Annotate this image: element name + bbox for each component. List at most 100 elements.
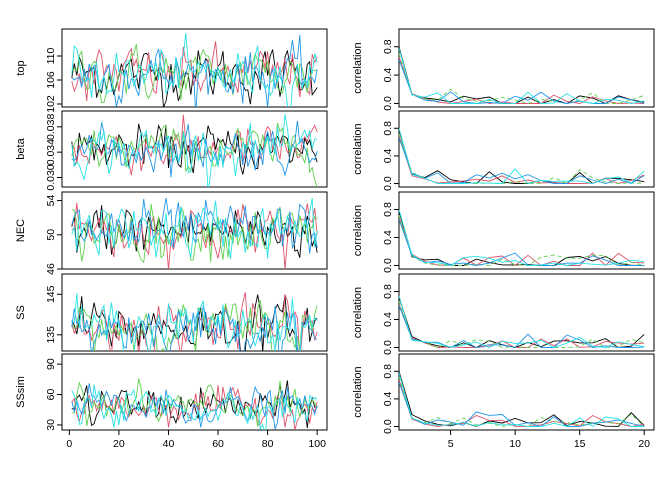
acf-series-top-chain-5 (399, 47, 645, 104)
acf-series-top-chain-1 (399, 46, 645, 105)
trace-panel-SSsim: 30 60 90 SSsim 0 20 40 60 80 100 (15, 353, 328, 450)
trace-xtick-label: 80 (262, 438, 274, 450)
acf-series-top-chain-3 (399, 53, 645, 104)
acf-series-SSsim-chain-5 (399, 372, 645, 428)
trace-series-beta-chain-5 (71, 113, 318, 187)
acf-ytick-label-SS: 0.8 (382, 284, 394, 299)
acf-series-NEC-chain-5 (399, 209, 645, 266)
acf-series-SS-chain-5 (399, 295, 645, 348)
acf-panel-SS: 0.0 0.4 0.8 correlation (352, 273, 655, 355)
trace-ytick-label-NEC: 46 (45, 263, 57, 275)
acf-series-SSsim-chain-4 (399, 382, 645, 427)
acf-ytick-label-NEC: 0.4 (382, 230, 394, 245)
trace-ytick-label-NEC: 50 (45, 229, 57, 241)
trace-ytick-label-beta: 0.030 (45, 164, 57, 190)
acf-frame-SSsim (398, 353, 655, 431)
trace-ylabel-beta: beta (15, 137, 27, 159)
acf-panel-SSsim: 0.0 0.4 0.8 correlation 5 10 15 20 (352, 353, 655, 450)
acf-ytick-label-SSsim: 0.0 (382, 419, 394, 434)
trace-series-NEC-chain-2 (71, 202, 318, 269)
trace-series-top-chain-4 (71, 34, 318, 107)
trace-xtick-label: 20 (113, 438, 125, 450)
acf-xtick-label: 20 (638, 438, 650, 450)
trace-frame-SS (61, 273, 328, 352)
acf-ytick-label-beta: 0.0 (382, 176, 394, 191)
acf-panel-beta: 0.0 0.4 0.8 correlation (352, 110, 655, 191)
trace-ytick-label-SSsim: 30 (45, 419, 57, 431)
acf-series-SSsim-chain-1 (399, 371, 645, 427)
trace-ylabel-SS: SS (15, 305, 27, 320)
trace-ytick-label-top: 102 (45, 95, 57, 113)
acf-xtick-label: 15 (574, 438, 586, 450)
acf-panel-top: 0.0 0.4 0.8 correlation (352, 28, 655, 111)
trace-ytick-label-SS: 135 (45, 326, 57, 344)
trace-ylabel-SSsim: SSsim (15, 376, 27, 408)
trace-series-SSsim-chain-5 (71, 384, 318, 430)
acf-series-NEC-chain-4 (399, 219, 645, 266)
acf-ylabel-top: correlation (352, 42, 364, 93)
trace-series-SS-chain-5 (71, 293, 318, 351)
acf-series-NEC-chain-3 (399, 214, 645, 266)
acf-ylabel-SS: correlation (352, 287, 364, 338)
acf-ylabel-NEC: correlation (352, 205, 364, 256)
trace-ylabel-NEC: NEC (15, 219, 27, 242)
trace-xtick-label: 40 (163, 438, 175, 450)
acf-frame-SS (398, 273, 655, 352)
acf-ytick-label-top: 0.0 (382, 96, 394, 111)
acf-ytick-label-SS: 0.0 (382, 340, 394, 355)
trace-series-beta-chain-4 (71, 120, 318, 178)
trace-frame-SSsim (61, 353, 328, 431)
trace-ytick-label-top: 110 (45, 47, 57, 64)
trace-panel-SS: 135 145 SS (15, 273, 328, 352)
acf-frame-NEC (398, 191, 655, 270)
trace-frame-NEC (61, 191, 328, 270)
trace-panel-NEC: 46 50 54 NEC (15, 191, 328, 275)
acf-panel-NEC: 0.0 0.4 0.8 correlation (352, 191, 655, 273)
trace-ytick-label-NEC: 54 (45, 195, 57, 207)
acf-ytick-label-beta: 0.8 (382, 121, 394, 136)
trace-xtick-label: 60 (212, 438, 224, 450)
trace-panel-top: 102 106 110 top (15, 28, 328, 113)
acf-ytick-label-SS: 0.4 (382, 312, 394, 327)
acf-ytick-label-beta: 0.4 (382, 148, 394, 163)
acf-ylabel-beta: correlation (352, 123, 364, 174)
acf-series-SS-chain-1 (399, 296, 645, 348)
trace-ytick-label-SS: 145 (45, 285, 57, 303)
acf-series-beta-chain-5 (399, 128, 645, 185)
trace-ytick-label-beta: 0.038 (45, 114, 57, 140)
acf-ytick-label-top: 0.8 (382, 39, 394, 54)
acf-ytick-label-SSsim: 0.8 (382, 364, 394, 379)
trace-ytick-label-beta: 0.034 (45, 139, 57, 165)
acf-series-SS-chain-4 (399, 305, 645, 348)
trace-series-SS-chain-3 (71, 300, 318, 351)
trace-xtick-label: 100 (308, 438, 326, 450)
trace-series-SSsim-chain-1 (71, 380, 318, 429)
trace-series-NEC-chain-5 (71, 197, 318, 259)
acf-ytick-label-NEC: 0.0 (382, 258, 394, 273)
trace-series-SSsim-chain-3 (71, 378, 318, 427)
trace-ytick-label-SSsim: 60 (45, 389, 57, 401)
acf-ytick-label-SSsim: 0.4 (382, 391, 394, 406)
acf-series-SSsim-chain-3 (399, 376, 645, 427)
trace-frame-beta (61, 110, 328, 188)
trace-ytick-label-top: 106 (45, 71, 57, 89)
acf-ytick-label-top: 0.4 (382, 68, 394, 83)
acf-series-top-chain-2 (399, 56, 645, 104)
trace-series-NEC-chain-1 (71, 205, 318, 258)
trace-series-SSsim-chain-4 (71, 383, 318, 430)
trace-ylabel-top: top (15, 60, 27, 75)
acf-series-top-chain-4 (399, 59, 645, 104)
acf-ylabel-SSsim: correlation (352, 366, 364, 417)
trace-series-SS-chain-4 (71, 304, 318, 351)
trace-xtick-label: 0 (66, 438, 72, 450)
acf-frame-top (398, 28, 655, 108)
acf-series-SSsim-chain-2 (399, 379, 645, 427)
acf-series-NEC-chain-2 (399, 216, 645, 267)
acf-xtick-label: 5 (448, 438, 454, 450)
acf-frame-beta (398, 110, 655, 188)
trace-frame-top (61, 28, 328, 108)
trace-ytick-label-SSsim: 90 (45, 358, 57, 370)
acf-series-beta-chain-1 (399, 129, 645, 185)
